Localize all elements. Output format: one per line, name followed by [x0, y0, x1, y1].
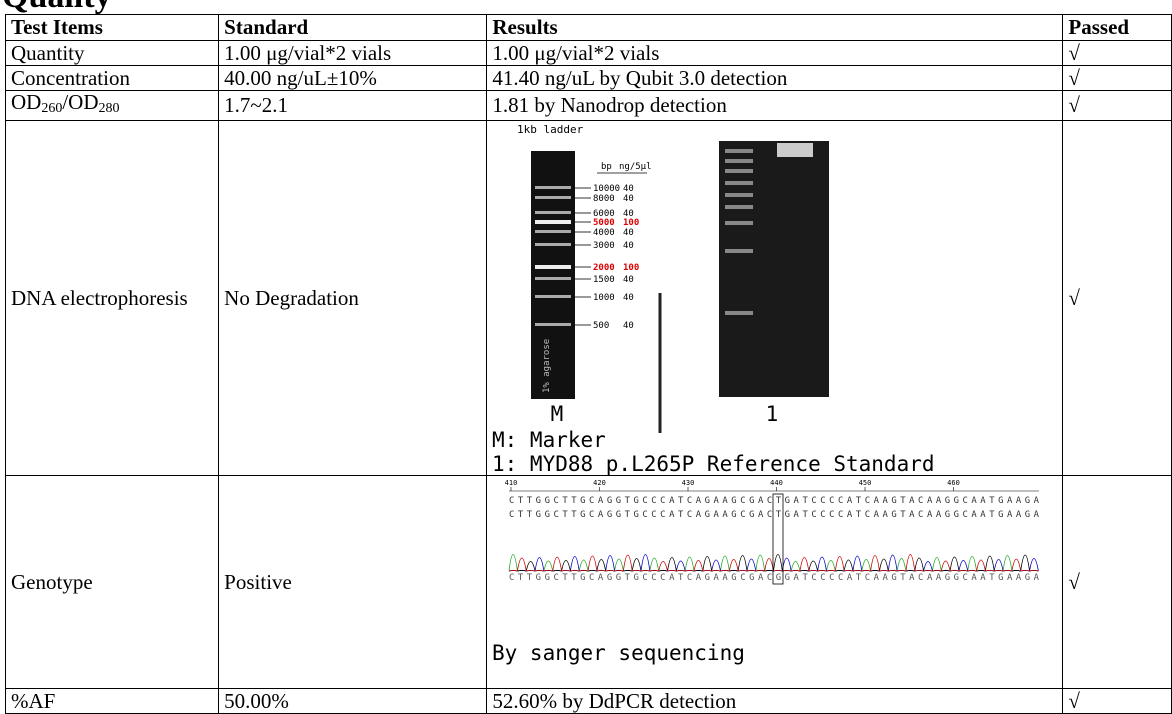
cell: 1.00 μg/vial*2 vials [218, 40, 488, 66]
band [535, 323, 572, 326]
cell: Positive [218, 475, 488, 689]
ladder-ng: 40 [623, 184, 634, 194]
band [725, 221, 754, 225]
band [725, 311, 754, 315]
band [535, 230, 572, 233]
band [535, 295, 572, 298]
highlight [772, 493, 784, 585]
cell: 52.60% by DdPCR detection [486, 688, 1064, 714]
cell: 50.00% [218, 688, 488, 714]
band [535, 186, 572, 189]
ladder-ng: 40 [623, 194, 634, 204]
sequence: CTTGGCTTGCAGGTGCCCATCAGAAGCGACTGATCCCCAT… [509, 510, 1040, 520]
ladder-bp: 3000 [593, 241, 615, 251]
qc-table: Test Items Standard Results Passed Quant… [4, 14, 1172, 714]
position: 440 [771, 479, 784, 487]
cell: Concentration [4, 65, 220, 91]
band [535, 277, 572, 280]
position: 450 [859, 479, 872, 487]
band [725, 169, 754, 173]
cell: √ [1062, 65, 1172, 91]
text: /OD [62, 90, 99, 114]
cell: √ [1062, 688, 1172, 714]
ladder-ng: 100 [623, 218, 639, 228]
ladder-ng: 40 [623, 228, 634, 238]
gel-side-label: 1% agarose [542, 339, 552, 393]
ladder-bp: 2000 [593, 263, 615, 273]
cell: 1.00 μg/vial*2 vials [486, 40, 1064, 66]
ladder-ng: 40 [623, 241, 634, 251]
cell: DNA electrophoresis [4, 120, 220, 476]
smear [777, 143, 814, 157]
lane-label: 1 [766, 402, 779, 426]
band [725, 159, 754, 163]
cell: 1kb ladder 1% agarose bp ng/5μl 10000 40 8000 4… [486, 120, 1064, 476]
band [535, 211, 572, 214]
sequence: CTTGGCTTGCAGGTGCCCATCAGAAGCGACTGATCCCCAT… [509, 496, 1040, 506]
ladder-ng: 40 [623, 275, 634, 285]
gel-title: 1kb ladder [517, 123, 584, 136]
ladder-ng: 40 [623, 209, 634, 219]
heading: Quality [2, 0, 112, 16]
note: 1: MYD88 p.L265P Reference Standard [492, 452, 935, 475]
ladder-bp: 6000 [593, 209, 615, 219]
ladder-ng: 100 [623, 263, 639, 273]
cell: 1.81 by Nanodrop detection [486, 90, 1064, 121]
trace [509, 554, 1039, 572]
cell: Genotype [4, 475, 220, 689]
position: 410 [505, 479, 518, 487]
cell: 41.40 ng/uL by Qubit 3.0 detection [486, 65, 1064, 91]
band [535, 196, 572, 199]
note: M: Marker [492, 428, 606, 452]
ladder-bp: 10000 [593, 184, 620, 194]
ladder-ng: 40 [623, 293, 634, 303]
header-cell: Results [486, 14, 1064, 41]
band [725, 249, 754, 253]
cell: √ [1062, 475, 1172, 689]
subscript: 260 [41, 101, 63, 116]
subscript: 280 [98, 101, 120, 116]
header-cell: Standard [218, 14, 488, 41]
header-cell: Test Items [4, 14, 220, 41]
cell: OD260/OD280 [4, 90, 220, 121]
marker-gel [531, 151, 576, 399]
position: 460 [948, 479, 961, 487]
ladder-bp: 1000 [593, 293, 615, 303]
cell: 40.00 ng/uL±10% [218, 65, 488, 91]
position: 420 [594, 479, 607, 487]
band [725, 205, 754, 209]
band [725, 193, 754, 197]
cell: %AF [4, 688, 220, 714]
ladder-bp: 1500 [593, 275, 615, 285]
cell: 1.7~2.1 [218, 90, 488, 121]
ladder-bp: 5000 [593, 218, 615, 228]
cell: No Degradation [218, 120, 488, 476]
col-label: ng/5μl [619, 162, 652, 172]
ladder-bp: 8000 [593, 194, 615, 204]
ladder-bp: 500 [593, 321, 609, 331]
ladder-bp: 4000 [593, 228, 615, 238]
chromatogram: 410 420 430 440 450 460 CTTGGCTTGCAGGTGCCCATCA… [492, 479, 1040, 665]
band [725, 181, 754, 185]
note: By sanger sequencing [492, 641, 745, 665]
band [535, 265, 572, 269]
cell: √ [1062, 90, 1172, 121]
cell: √ [1062, 40, 1172, 66]
band [535, 220, 572, 224]
text: OD [11, 90, 42, 114]
band [535, 243, 572, 246]
lane-label: M [551, 402, 564, 426]
sample-gel [719, 141, 830, 397]
position: 430 [682, 479, 695, 487]
sequence-call: CTTGGCTTGCAGGTGCCCATCAGAAGCGACGGATCCCCAT… [509, 573, 1040, 583]
cell: Quantity [4, 40, 220, 66]
cell: 410 420 430 440 450 460 CTTGGCTTGCAGGTGCCCATCA… [486, 475, 1064, 689]
band [725, 149, 754, 153]
col-label: bp [601, 162, 612, 172]
header-cell: Passed [1062, 14, 1172, 41]
cell: √ [1062, 120, 1172, 476]
ladder-ng: 40 [623, 321, 634, 331]
